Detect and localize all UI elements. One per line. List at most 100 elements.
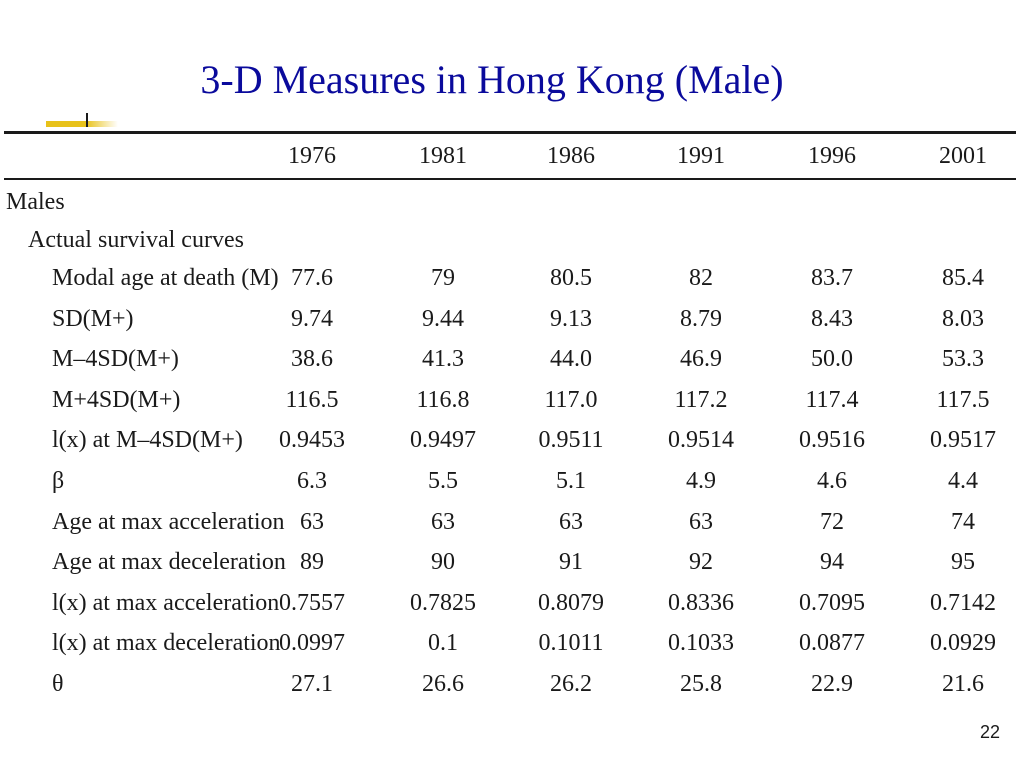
table-cell: 63	[300, 508, 324, 535]
table-cell: 44.0	[550, 346, 592, 373]
table-cell: 95	[951, 549, 975, 576]
table-row: θ 27.1 26.6 26.2 25.8 22.9 21.6	[0, 664, 1024, 704]
table-row: l(x) at M–4SD(M+) 0.9453 0.9497 0.9511 0.951…	[0, 420, 1024, 460]
table-cell: 63	[689, 508, 713, 535]
table-cell: 0.1011	[538, 630, 604, 657]
table-cell: 0.7095	[799, 589, 865, 616]
table-header-rule	[4, 178, 1016, 180]
table-cell: 41.3	[422, 346, 464, 373]
column-header: 1986	[547, 143, 595, 169]
column-header: 1996	[808, 143, 856, 169]
table-cell: 117.4	[805, 386, 859, 413]
table-cell: 38.6	[291, 346, 333, 373]
table-cell: 80.5	[550, 265, 592, 291]
table-cell: 91	[559, 549, 583, 576]
table-cell: 22.9	[811, 671, 853, 697]
table-cell: 21.6	[942, 671, 984, 697]
table-row: M–4SD(M+) 38.6 41.3 44.0 46.9 50.0 53.3	[0, 339, 1024, 379]
table-row: β 6.3 5.5 5.1 4.9 4.6 4.4	[0, 461, 1024, 501]
table-top-rule	[4, 131, 1016, 134]
table-cell: 77.6	[291, 265, 333, 291]
table-cell: 50.0	[811, 346, 853, 373]
table-cell: 89	[300, 549, 324, 576]
table-row: SD(M+) 9.74 9.44 9.13 8.79 8.43 8.03	[0, 299, 1024, 339]
table-cell: 0.9511	[538, 427, 604, 454]
table-row: Modal age at death (M) 77.6 79 80.5 82 83.7 85…	[0, 258, 1024, 298]
table-cell: 26.2	[550, 671, 592, 697]
title-accent-tick	[86, 113, 88, 127]
group-label: Males	[6, 189, 65, 215]
table-cell: 0.8079	[538, 589, 604, 616]
table-cell: 0.0929	[930, 630, 996, 657]
column-header: 1981	[419, 143, 467, 169]
table-row: l(x) at max deceleration 0.0997 0.1 0.1011 0…	[0, 623, 1024, 663]
row-label: SD(M+)	[52, 305, 134, 332]
slide-title: 3-D Measures in Hong Kong (Male)	[200, 57, 784, 102]
table-cell: 8.79	[680, 305, 722, 332]
table-cell: 117.0	[544, 386, 598, 413]
table-cell: 6.3	[297, 468, 327, 494]
subgroup-label: Actual survival curves	[28, 227, 244, 253]
table-cell: 9.44	[422, 305, 464, 332]
table-cell: 0.0997	[279, 630, 345, 657]
table-cell: 116.5	[285, 386, 339, 413]
table-cell: 0.8336	[668, 589, 734, 616]
table-cell: 0.9516	[799, 427, 865, 454]
table-cell: 0.1	[428, 630, 458, 657]
table-cell: 0.7557	[279, 589, 345, 616]
column-header: 1991	[677, 143, 725, 169]
table-cell: 5.1	[556, 468, 586, 494]
table-cell: 63	[431, 508, 455, 535]
table-cell: 79	[431, 265, 455, 291]
row-label: l(x) at M–4SD(M+)	[52, 427, 243, 454]
table-cell: 53.3	[942, 346, 984, 373]
table-cell: 0.7825	[410, 589, 476, 616]
table-cell: 63	[559, 508, 583, 535]
table-cell: 9.13	[550, 305, 592, 332]
table-cell: 117.5	[936, 386, 990, 413]
table-row: M+4SD(M+) 116.5 116.8 117.0 117.2 117.4 117.5	[0, 380, 1024, 420]
table-cell: 9.74	[291, 305, 333, 332]
table-cell: 92	[689, 549, 713, 576]
table-cell: 4.9	[686, 468, 716, 494]
table-cell: 0.9517	[930, 427, 996, 454]
table-cell: 85.4	[942, 265, 984, 291]
row-label: β	[52, 468, 65, 494]
table-row: Age at max acceleration 63 63 63 63 72 74	[0, 502, 1024, 542]
row-label: l(x) at max deceleration	[52, 630, 281, 657]
row-label: l(x) at max acceleration	[52, 589, 280, 616]
table-cell: 94	[820, 549, 844, 576]
table-cell: 5.5	[428, 468, 458, 494]
table-cell: 0.7142	[930, 589, 996, 616]
table-header-row: 1976 1981 1986 1991 1996 2001	[0, 136, 1024, 176]
row-label: θ	[52, 671, 64, 697]
title-accent-bar	[46, 121, 118, 127]
table-cell: 117.2	[674, 386, 728, 413]
table-cell: 0.9514	[668, 427, 734, 454]
table-cell: 82	[689, 265, 713, 291]
table-cell: 25.8	[680, 671, 722, 697]
column-header: 2001	[939, 143, 987, 169]
table-cell: 4.6	[817, 468, 847, 494]
table-cell: 0.1033	[668, 630, 734, 657]
table-cell: 8.43	[811, 305, 853, 332]
table-row: l(x) at max acceleration 0.7557 0.7825 0.80…	[0, 583, 1024, 623]
table-cell: 74	[951, 508, 975, 535]
table-cell: 46.9	[680, 346, 722, 373]
table-cell: 72	[820, 508, 844, 535]
row-label: M+4SD(M+)	[52, 386, 181, 413]
table-row: Age at max deceleration 89 90 91 92 94 95	[0, 542, 1024, 582]
table-cell: 90	[431, 549, 455, 576]
table-cell: 0.0877	[799, 630, 865, 657]
table-cell: 4.4	[948, 468, 978, 494]
row-label: Modal age at death (M)	[52, 265, 279, 291]
column-header: 1976	[288, 143, 336, 169]
row-label: Age at max acceleration	[52, 508, 285, 535]
table-cell: 26.6	[422, 671, 464, 697]
table-cell: 0.9497	[410, 427, 476, 454]
page-number: 22	[979, 722, 1000, 742]
row-label: M–4SD(M+)	[52, 346, 179, 373]
table-cell: 0.9453	[279, 427, 345, 454]
table-cell: 27.1	[291, 671, 333, 697]
